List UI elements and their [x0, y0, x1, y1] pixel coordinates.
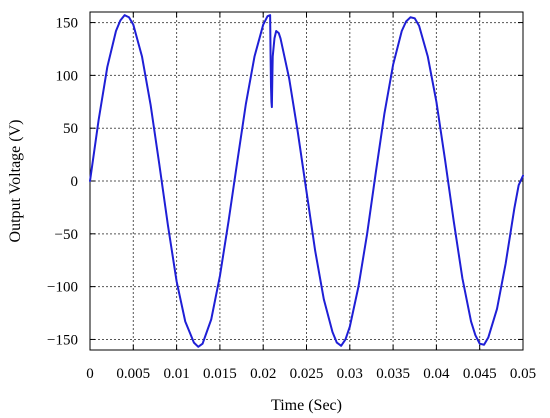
x-tick-label: 0: [86, 366, 94, 382]
x-tick-label: 0.05: [510, 366, 536, 382]
x-tick-label: 0.035: [376, 366, 410, 382]
y-tick-label: 50: [63, 121, 78, 137]
x-tick-label: 0.015: [203, 366, 237, 382]
y-tick-label: −50: [55, 227, 78, 243]
x-tick-label: 0.025: [290, 366, 324, 382]
x-axis: 0 0.005 0.01 0.015 0.02 0.025 0.03 0.035 0.04 0.0…: [86, 12, 536, 382]
x-tick-label: 0.03: [337, 366, 363, 382]
x-tick-label: 0.02: [250, 366, 276, 382]
x-tick-label: 0.005: [116, 366, 150, 382]
y-tick-label: −100: [47, 280, 78, 296]
x-tick-label: 0.01: [163, 366, 189, 382]
y-axis-label: Output Voltage (V): [7, 120, 24, 243]
x-axis-label: Time (Sec): [271, 397, 342, 414]
y-tick-label: −150: [47, 332, 78, 348]
y-tick-label: 150: [56, 16, 79, 32]
y-tick-label: 0: [71, 174, 79, 190]
grid: [90, 12, 523, 350]
series-line: [89, 14, 524, 348]
y-axis: 150 100 50 0 −50 −100 −150: [47, 16, 523, 348]
y-tick-label: 100: [56, 68, 79, 84]
x-tick-label: 0.04: [423, 366, 450, 382]
x-tick-label: 0.045: [463, 366, 497, 382]
